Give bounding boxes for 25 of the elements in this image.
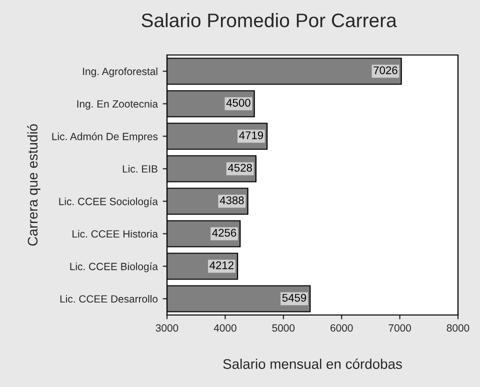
x-tick-label: 3000 [156,324,178,332]
y-axis-title: Carrera que estudió [27,124,40,246]
y-tick-label: Lic. CCEE Historia [72,230,158,238]
data-label: 4388 [220,196,244,204]
x-tick-label: 4000 [214,324,236,332]
y-tick-label: Ing. Agroforestal [83,67,158,78]
data-label: 4256 [212,228,236,237]
data-label: 4719 [239,131,264,140]
y-tick-label: Lic. CCEE Sociología [59,197,158,208]
x-axis-title: Salario mensual en córdobas [223,358,402,369]
y-tick-label: Lic. EIB [122,164,158,173]
data-label: 5459 [282,294,306,302]
data-label: 4212 [210,261,234,270]
y-tick-label: Ing. En Zootecnia [77,100,158,110]
data-label: 7026 [374,66,398,74]
y-tick-label: Lic. Admón De Empres [52,132,158,142]
data-label: 4500 [226,98,250,107]
y-tick-label: Lic. CCEE Desarrollo [60,294,158,303]
chart-title: Salario Promedio Por Carrera [142,13,397,28]
x-tick-label: 6000 [330,324,353,332]
x-tick-label: 8000 [446,324,470,332]
x-tick-label: 5000 [272,324,295,332]
y-tick-label: Lic. CCEE Biología [70,262,158,272]
data-label: 4528 [228,164,252,172]
x-tick-label: 7000 [388,324,411,332]
